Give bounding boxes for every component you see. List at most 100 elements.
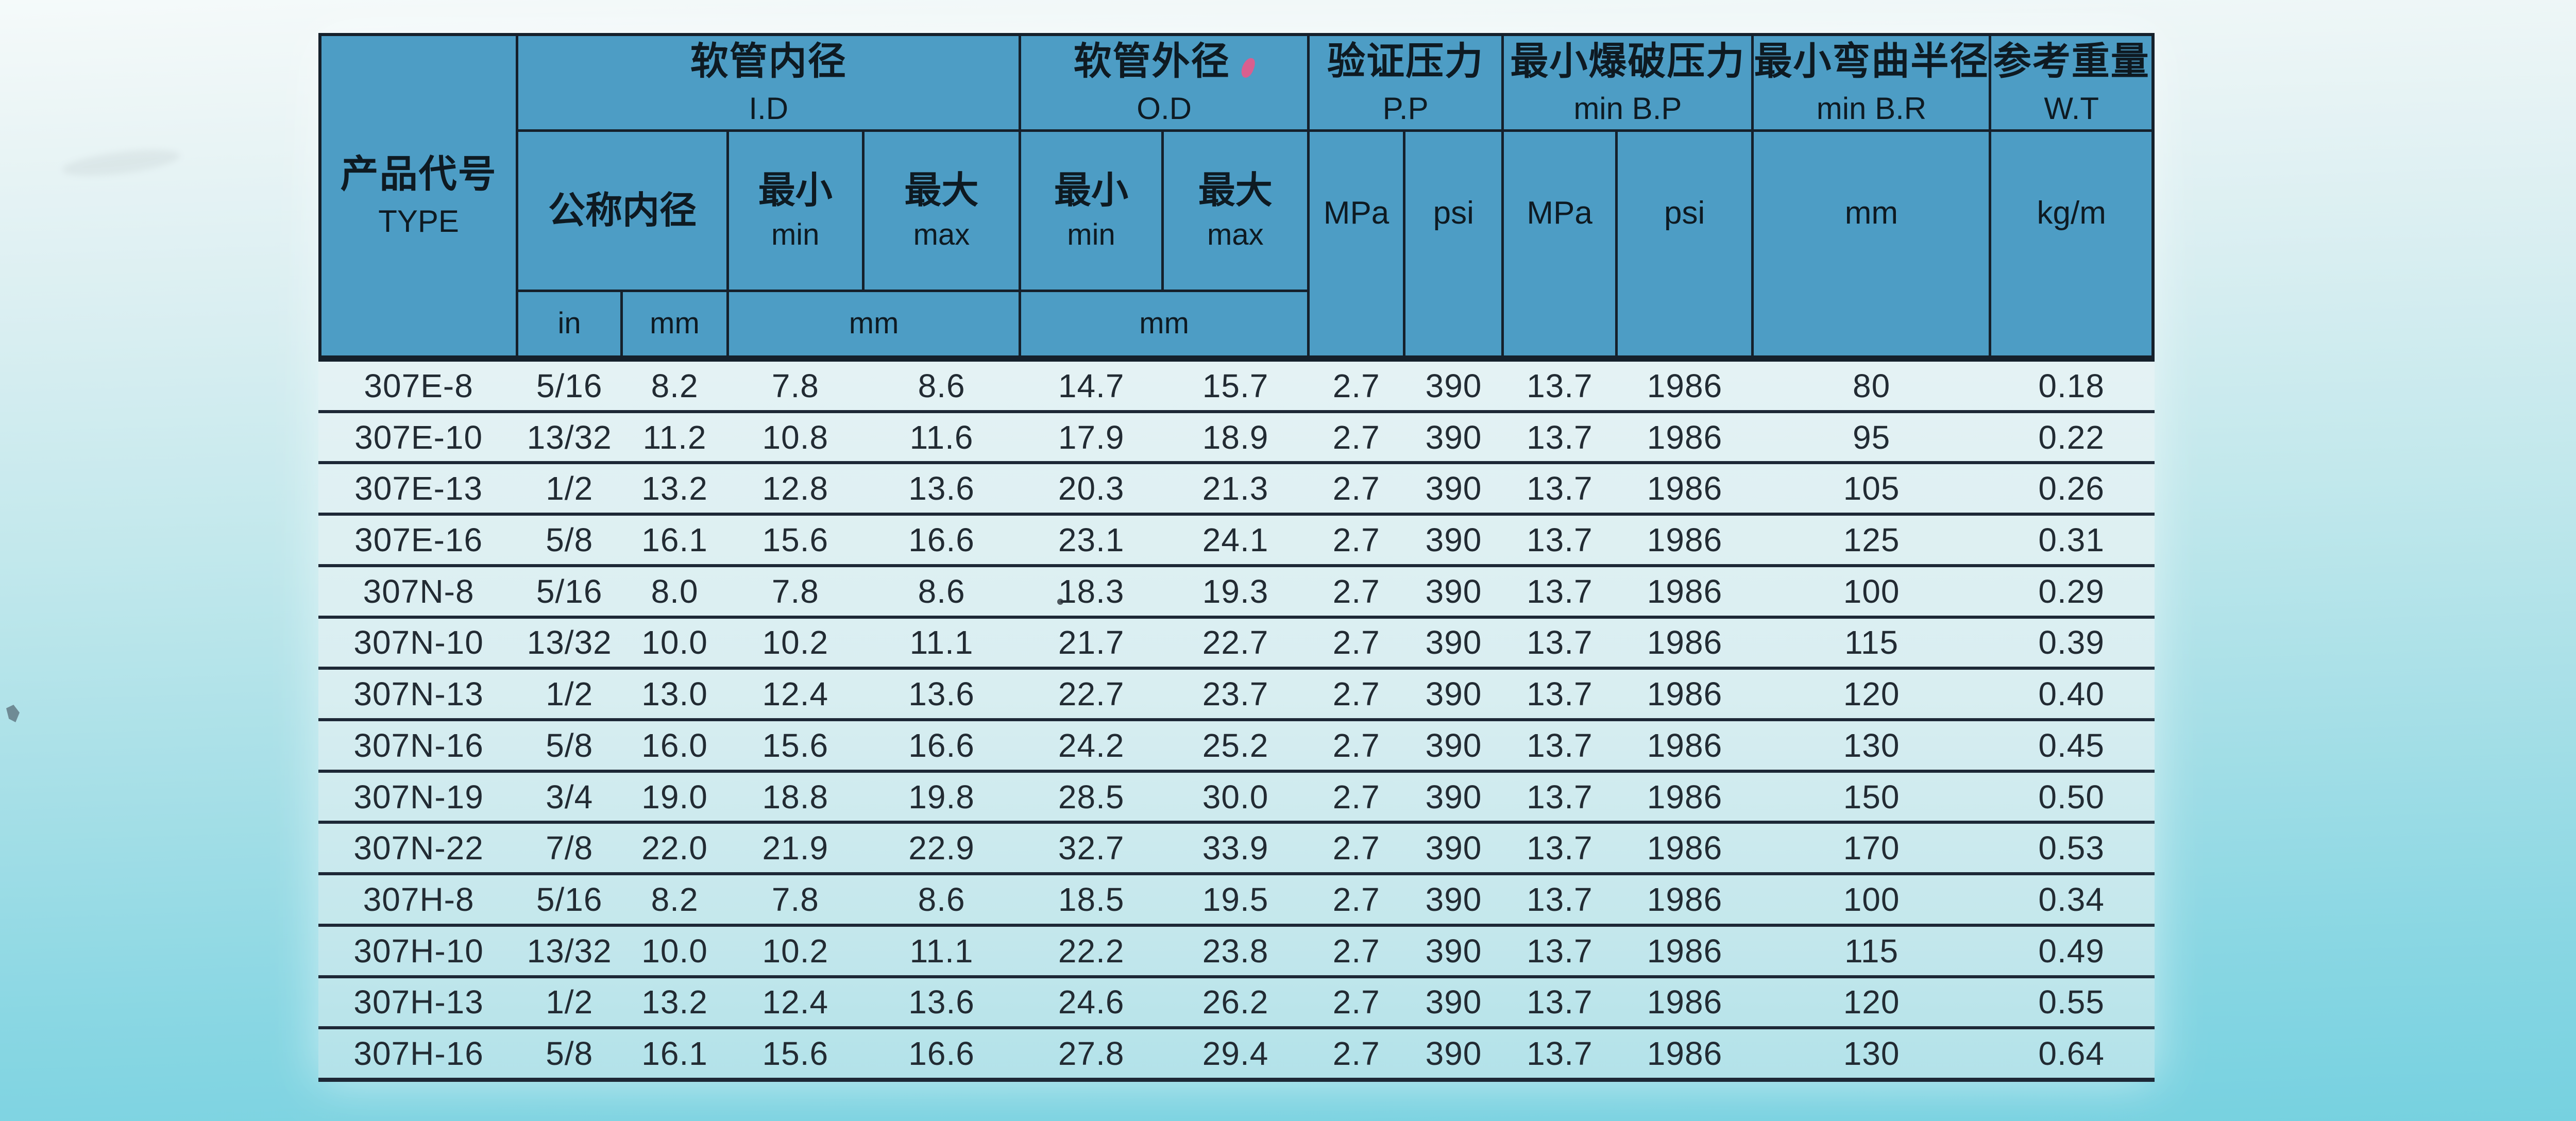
cell-id-mm: 10.0 bbox=[641, 624, 708, 661]
scan-speck bbox=[6, 705, 20, 722]
cell-id-in: 5/16 bbox=[536, 367, 603, 404]
header-weight-zh: 参考重量 bbox=[1993, 39, 2150, 82]
cell-pp-psi: 390 bbox=[1425, 418, 1482, 456]
header-hose-id-zh: 软管内径 bbox=[690, 39, 847, 82]
cell-bp-mpa: 13.7 bbox=[1527, 726, 1593, 764]
cell-od-min: 18.3 bbox=[1058, 572, 1125, 610]
cell-id-min: 21.9 bbox=[762, 829, 829, 867]
header-bp-mpa-unit: MPa bbox=[1504, 132, 1615, 355]
cell-id-min: 12.4 bbox=[762, 983, 829, 1021]
cell-pp-psi: 390 bbox=[1425, 675, 1482, 713]
cell-id-min: 7.8 bbox=[771, 367, 819, 404]
cell-pp-psi: 390 bbox=[1425, 572, 1482, 610]
cell-pp-mpa: 2.7 bbox=[1332, 932, 1380, 970]
header-hose-od-zh: 软管外径 bbox=[1074, 39, 1257, 83]
header-id-mm-unit: mm bbox=[728, 292, 1019, 355]
cell-id-in: 13/32 bbox=[527, 418, 612, 456]
cell-bp-psi: 1986 bbox=[1647, 726, 1723, 764]
cell-id-mm: 19.0 bbox=[641, 778, 708, 816]
cell-id-mm: 16.0 bbox=[641, 726, 708, 764]
cell-od-max: 21.3 bbox=[1202, 470, 1269, 507]
table-row: 307E-8 5/16 8.2 7.8 8.6 14.7 15.7 2.7 39… bbox=[318, 362, 2155, 413]
header-proof-pressure-en: P.P bbox=[1382, 91, 1429, 126]
header-burst-pressure-en: min B.P bbox=[1573, 91, 1682, 126]
header-product-type: 产品代号 TYPE bbox=[321, 36, 516, 355]
cell-wt-kgm: 0.39 bbox=[2038, 624, 2105, 661]
cell-id-min: 15.6 bbox=[762, 726, 829, 764]
cell-id-in: 13/32 bbox=[527, 624, 612, 661]
cell-pp-mpa: 2.7 bbox=[1332, 521, 1380, 559]
cell-bp-mpa: 13.7 bbox=[1527, 624, 1593, 661]
cell-bp-mpa: 13.7 bbox=[1527, 1035, 1593, 1073]
header-hose-id-en: I.D bbox=[749, 91, 789, 126]
cell-id-mm: 13.2 bbox=[641, 983, 708, 1021]
cell-br-mm: 115 bbox=[1844, 624, 1899, 661]
cell-pp-mpa: 2.7 bbox=[1332, 572, 1380, 610]
cell-od-min: 14.7 bbox=[1058, 367, 1125, 404]
cell-od-max: 15.7 bbox=[1202, 367, 1269, 404]
table-row: 307N-8 5/16 8.0 7.8 8.6 18.3 19.3 2.7 39… bbox=[318, 567, 2155, 619]
table-row: 307N-19 3/4 19.0 18.8 19.8 28.5 30.0 2.7… bbox=[318, 773, 2155, 824]
cell-od-min: 27.8 bbox=[1058, 1035, 1125, 1073]
cell-od-max: 33.9 bbox=[1202, 829, 1269, 867]
cell-id-min: 15.6 bbox=[762, 1035, 829, 1073]
cell-id-in: 5/16 bbox=[536, 572, 603, 610]
cell-bp-psi: 1986 bbox=[1647, 572, 1723, 610]
header-product-type-en: TYPE bbox=[378, 204, 459, 239]
cell-bp-psi: 1986 bbox=[1647, 624, 1723, 661]
header-weight: 参考重量 W.T bbox=[1991, 36, 2151, 130]
header-br-mm-unit: mm bbox=[1754, 132, 1989, 355]
cell-od-min: 17.9 bbox=[1058, 418, 1125, 456]
cell-pp-psi: 390 bbox=[1425, 778, 1482, 816]
table-row: 307N-10 13/32 10.0 10.2 11.1 21.7 22.7 2… bbox=[318, 619, 2155, 670]
header-wt-kgm-unit: kg/m bbox=[1991, 132, 2151, 355]
header-nominal-id-label: 公称内径 bbox=[548, 190, 697, 231]
cell-pp-mpa: 2.7 bbox=[1332, 726, 1380, 764]
table-row: 307E-13 1/2 13.2 12.8 13.6 20.3 21.3 2.7… bbox=[318, 464, 2155, 516]
cell-pp-psi: 390 bbox=[1425, 1035, 1482, 1073]
scan-smudge bbox=[61, 145, 181, 181]
cell-id-max: 13.6 bbox=[908, 675, 975, 713]
header-id-min: 最小 min bbox=[728, 132, 862, 290]
cell-id-mm: 8.2 bbox=[651, 881, 699, 919]
header-od-mm-unit: mm bbox=[1021, 292, 1307, 355]
cell-id-max: 16.6 bbox=[908, 1035, 975, 1073]
cell-pp-mpa: 2.7 bbox=[1332, 881, 1380, 919]
table-row: 307H-13 1/2 13.2 12.4 13.6 24.6 26.2 2.7… bbox=[318, 978, 2155, 1030]
cell-od-max: 29.4 bbox=[1202, 1035, 1269, 1073]
cell-id-in: 1/2 bbox=[546, 675, 594, 713]
cell-type: 307N-22 bbox=[353, 829, 484, 867]
cell-id-mm: 8.0 bbox=[651, 572, 699, 610]
cell-od-max: 23.7 bbox=[1202, 675, 1269, 713]
cell-id-mm: 16.1 bbox=[641, 521, 708, 559]
cell-id-max: 8.6 bbox=[918, 367, 965, 404]
cell-id-mm: 10.0 bbox=[641, 932, 708, 970]
cell-type: 307N-16 bbox=[353, 726, 484, 764]
cell-bp-mpa: 13.7 bbox=[1527, 572, 1593, 610]
cell-pp-psi: 390 bbox=[1425, 881, 1482, 919]
header-id-max: 最大 max bbox=[864, 132, 1019, 290]
cell-bp-psi: 1986 bbox=[1647, 418, 1723, 456]
cell-od-min: 21.7 bbox=[1058, 624, 1125, 661]
cell-id-max: 19.8 bbox=[908, 778, 975, 816]
table-row: 307N-13 1/2 13.0 12.4 13.6 22.7 23.7 2.7… bbox=[318, 670, 2155, 722]
cell-bp-psi: 1986 bbox=[1647, 829, 1723, 867]
cell-type: 307E-13 bbox=[354, 470, 483, 507]
cell-pp-mpa: 2.7 bbox=[1332, 418, 1380, 456]
cell-id-in: 13/32 bbox=[527, 932, 612, 970]
cell-wt-kgm: 0.53 bbox=[2038, 829, 2105, 867]
table-row: 307E-16 5/8 16.1 15.6 16.6 23.1 24.1 2.7… bbox=[318, 516, 2155, 567]
cell-bp-psi: 1986 bbox=[1647, 675, 1723, 713]
header-hose-od: 软管外径 O.D bbox=[1021, 36, 1307, 130]
header-od-max: 最大 max bbox=[1163, 132, 1307, 290]
header-hose-od-en: O.D bbox=[1137, 91, 1192, 126]
cell-pp-psi: 390 bbox=[1425, 829, 1482, 867]
header-pp-psi-unit: psi bbox=[1405, 132, 1502, 355]
cell-id-max: 13.6 bbox=[908, 983, 975, 1021]
cell-pp-mpa: 2.7 bbox=[1332, 829, 1380, 867]
header-product-type-zh: 产品代号 bbox=[340, 152, 497, 195]
cell-wt-kgm: 0.40 bbox=[2038, 675, 2105, 713]
header-weight-en: W.T bbox=[2044, 91, 2099, 126]
cell-bp-psi: 1986 bbox=[1647, 881, 1723, 919]
cell-type: 307N-19 bbox=[353, 778, 484, 816]
